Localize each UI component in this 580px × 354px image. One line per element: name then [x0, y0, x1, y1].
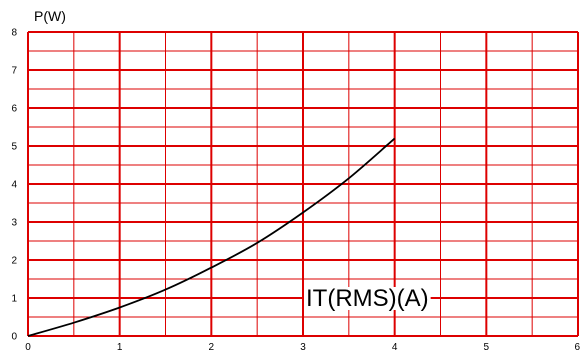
x-tick-label: 5 — [484, 342, 490, 353]
y-tick-label: 6 — [11, 104, 17, 115]
x-tick-label: 4 — [392, 342, 398, 353]
series-line — [27, 137, 396, 337]
y-tick-label: 4 — [11, 180, 17, 191]
y-tick-label: 5 — [11, 142, 17, 153]
y-tick-label: 3 — [11, 218, 17, 229]
y-tick-label: 7 — [11, 66, 17, 77]
series-layer — [27, 137, 396, 337]
x-tick-label: 0 — [25, 342, 31, 353]
x-tick-label: 1 — [117, 342, 123, 353]
x-axis-label-background — [304, 287, 431, 310]
x-tick-label: 3 — [300, 342, 306, 353]
y-tick-label: 1 — [11, 294, 17, 305]
y-axis-label: P(W) — [34, 8, 66, 24]
y-tick-label: 2 — [11, 256, 17, 267]
x-tick-label: 6 — [574, 342, 580, 353]
x-tick-labels: 0 1 2 3 4 5 6 — [25, 342, 580, 353]
x-axis-label: IT(RMS)(A) — [306, 285, 429, 312]
y-tick-label: 0 — [11, 332, 17, 343]
y-tick-labels: 0 1 2 3 4 5 6 7 8 — [11, 28, 17, 343]
axes — [27, 32, 578, 337]
grid-major — [28, 31, 579, 336]
y-tick-label: 8 — [11, 28, 17, 39]
x-tick-label: 2 — [209, 342, 215, 353]
